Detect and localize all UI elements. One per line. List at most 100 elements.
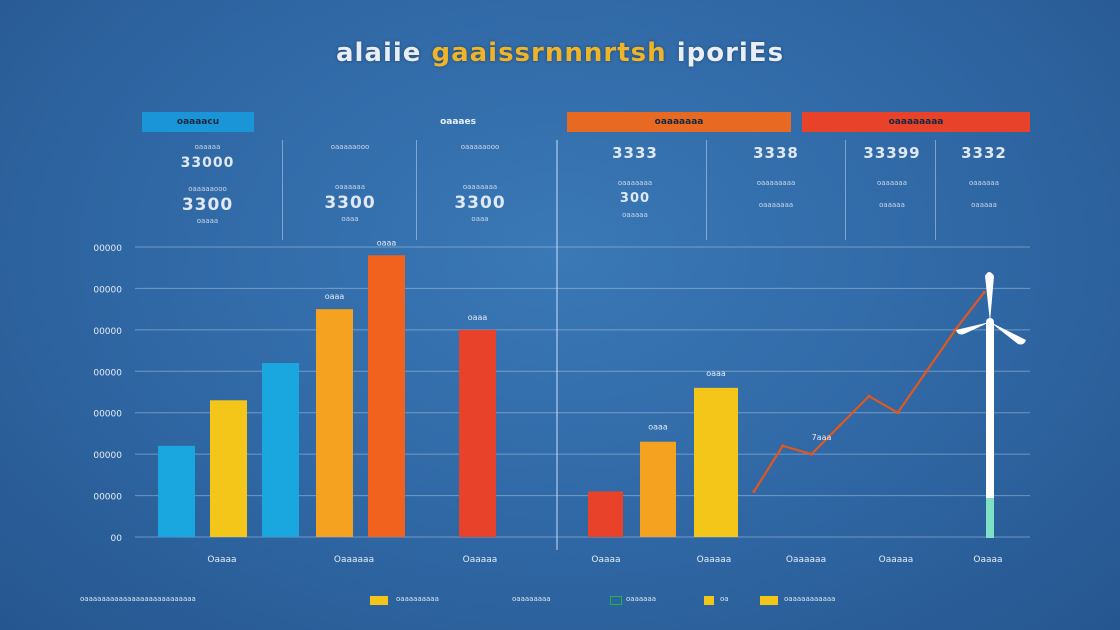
legend: oaaaaaaaaaaaaaaaaaaaaaaaaaa oaaaaaaaaa o… — [80, 594, 900, 608]
bar — [210, 400, 247, 537]
stat-value: 3338 — [753, 144, 799, 162]
stat-label: oaaaaa — [971, 201, 997, 209]
legend-swatch — [370, 596, 388, 605]
turbine-blade — [985, 272, 994, 322]
turbine-tower — [986, 322, 994, 538]
stat-label: oaaaaaaaa — [756, 179, 796, 187]
right-stat-divider-2 — [845, 140, 846, 240]
x-category-label: Oaaaaa — [879, 555, 914, 565]
x-category-label: Oaaaaaa — [334, 555, 374, 565]
left-stat-divider-1 — [282, 140, 283, 240]
y-tick-label: 00000 — [93, 244, 122, 254]
stat-label: oaaaaaa — [876, 179, 908, 187]
x-category-label: Oaaaaa — [463, 555, 498, 565]
right-header-2-text: oaaaaaaaa — [888, 117, 944, 127]
y-tick-label: 00000 — [93, 368, 122, 378]
bar — [316, 309, 353, 537]
left-header-2-text: oaaaes — [440, 117, 476, 127]
line-label: 7aaa — [812, 433, 832, 442]
stat-label: oaaaaa — [622, 211, 648, 219]
stat-label: oaaaaa — [879, 201, 905, 209]
right-combo-chart: oaaa oaaa 7aaa Oaaaa Oaaaaa Oaaaaaa Oaaaaa Oaaa… — [588, 290, 1003, 565]
y-tick-label: 00000 — [93, 285, 122, 295]
bar-value-label: oaaa — [706, 369, 726, 378]
bar — [640, 441, 676, 537]
left-stat-1: oaaaaa 33000 oaaaaaooo 3300 oaaaa — [145, 142, 270, 226]
y-tick-label: 00 — [111, 534, 123, 544]
right-header-1-text: oaaaaaaa — [654, 117, 704, 127]
stat-value: 33399 — [863, 144, 921, 162]
stat-label: oaaaaaa — [334, 183, 366, 191]
left-stat-2: oaaaaaooo oaaaaaa 3300 oaaa — [288, 142, 412, 224]
legend-swatch — [760, 596, 778, 605]
right-stat-3: 33399 oaaaaaa oaaaaa — [850, 142, 934, 210]
legend-swatch — [704, 596, 714, 605]
right-stat-divider-1 — [706, 140, 707, 240]
left-header-1-text: oaaaacu — [176, 117, 220, 127]
center-divider — [556, 140, 558, 550]
line-point — [838, 423, 842, 427]
line-point — [953, 328, 957, 332]
bar-value-label: oaaa — [325, 292, 345, 301]
stat-label: oaaaaaaa — [462, 183, 498, 191]
bar — [368, 255, 405, 538]
legend-text: oaaaaaaaa — [512, 595, 551, 603]
stat-value: 3332 — [961, 144, 1007, 162]
stat-label: oaaaaaooo — [330, 143, 370, 151]
wind-turbine-icon — [956, 272, 1026, 538]
bar-value-label: oaaa — [468, 313, 488, 322]
stat-label: oaaaaaaa — [758, 201, 794, 209]
line-point — [781, 444, 785, 448]
stat-label: oaaaaa — [194, 143, 221, 151]
stat-label: oaaaaaooo — [188, 185, 227, 193]
bar — [158, 445, 195, 537]
bar — [459, 329, 496, 537]
left-header-1: oaaaacu — [142, 112, 254, 132]
left-stat-divider-2 — [416, 140, 417, 240]
stat-value: 3300 — [324, 193, 376, 213]
turbine-blade — [990, 322, 1026, 345]
x-category-label: Oaaaaaa — [786, 555, 826, 565]
right-header-1: oaaaaaaa — [567, 112, 791, 132]
stat-value: 33000 — [180, 155, 235, 171]
right-stat-4: 3332 oaaaaaa oaaaaa — [938, 142, 1030, 210]
bar — [262, 363, 299, 537]
line-point — [924, 369, 929, 373]
stat-value: 3300 — [454, 193, 506, 213]
bar — [694, 387, 738, 537]
left-bar-chart: oaaa oaaa oaaa Oaaaa Oaaaaaa Oaaaaa — [158, 238, 497, 565]
turbine-hub — [986, 318, 994, 326]
page-title: alaiie gaaissrnnnrtsh iporiEs — [0, 38, 1120, 68]
x-category-label: Oaaaa — [207, 555, 236, 565]
line-series — [753, 291, 985, 493]
right-stat-divider-3 — [935, 140, 936, 240]
y-tick-label: 00000 — [93, 493, 122, 503]
line-point — [896, 411, 900, 415]
legend-text: oaaaaaa — [626, 595, 657, 603]
stat-label: oaaaaaooo — [460, 143, 500, 151]
legend-swatch — [610, 596, 622, 605]
stat-label: oaaaaaaa — [617, 179, 653, 187]
line-point — [809, 452, 814, 456]
stat-value: 3333 — [612, 144, 658, 162]
bar-value-label: oaaa — [377, 238, 397, 247]
stat-label: oaaaaaa — [968, 179, 1000, 187]
stat-value: 3300 — [181, 195, 234, 215]
line-point — [982, 290, 986, 295]
line-point — [867, 394, 871, 398]
turbine-blade — [956, 322, 990, 335]
line-point — [752, 489, 756, 494]
legend-text: oa — [720, 595, 729, 603]
turbine-base — [986, 498, 994, 538]
y-tick-label: 00000 — [93, 327, 122, 337]
bar — [588, 491, 623, 537]
y-tick-label: 00000 — [93, 451, 122, 461]
legend-text: oaaaaaaaaaaa — [784, 595, 836, 603]
title-part-1: alaiie — [335, 38, 422, 68]
stat-label: oaaa — [341, 215, 359, 223]
x-category-label: Oaaaaa — [697, 555, 732, 565]
legend-text: oaaaaaaaaaaaaaaaaaaaaaaaaaa — [80, 595, 196, 603]
right-header-2: oaaaaaaaa — [802, 112, 1030, 132]
x-category-label: Oaaaa — [973, 555, 1002, 565]
